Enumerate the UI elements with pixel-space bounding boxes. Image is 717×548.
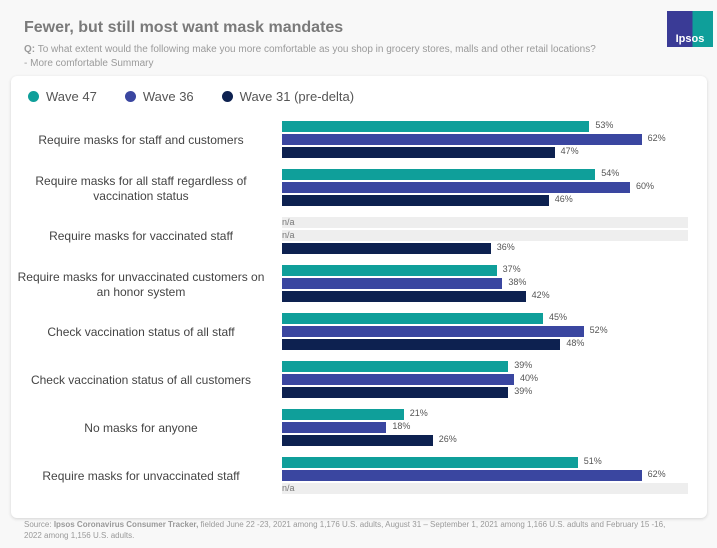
bar bbox=[282, 435, 433, 446]
bar bbox=[282, 147, 555, 158]
bar bbox=[282, 361, 509, 372]
data-label: 54% bbox=[601, 168, 620, 178]
category-label: Require masks for staff and customers bbox=[38, 133, 244, 147]
ipsos-logo: Ipsos bbox=[667, 11, 713, 47]
bar bbox=[282, 278, 503, 289]
bar bbox=[282, 422, 387, 433]
bar bbox=[282, 339, 561, 350]
category-label: Require masks for unvaccinated staff bbox=[42, 469, 240, 483]
page-title: Fewer, but still most want mask mandates bbox=[24, 19, 344, 36]
bar bbox=[282, 387, 509, 398]
legend-label: Wave 47 bbox=[46, 89, 97, 104]
source-note: Source: Ipsos Coronavirus Consumer Track… bbox=[24, 519, 684, 541]
legend-swatch bbox=[124, 91, 136, 102]
category-label: Require masks for unvaccinated customers… bbox=[17, 269, 265, 299]
category-label: Require masks for all staff regardless o… bbox=[35, 173, 247, 203]
data-label: 51% bbox=[583, 456, 602, 466]
bar bbox=[282, 470, 642, 481]
bar bbox=[282, 169, 596, 180]
na-row: n/a bbox=[282, 483, 688, 494]
category-label: Check vaccination status of all customer… bbox=[30, 373, 252, 387]
data-label: 53% bbox=[595, 120, 614, 130]
bar bbox=[282, 134, 642, 145]
bar bbox=[282, 409, 404, 420]
bar bbox=[282, 243, 491, 254]
data-label: 47% bbox=[560, 146, 579, 156]
data-label: 40% bbox=[520, 373, 539, 383]
category-label: No masks for anyone bbox=[84, 421, 198, 435]
data-label: 45% bbox=[549, 312, 568, 322]
source-label: Source: bbox=[24, 520, 52, 529]
subtitle: - More comfortable Summary bbox=[24, 58, 154, 69]
data-label: 18% bbox=[392, 421, 411, 431]
q-label: Q: bbox=[24, 44, 36, 55]
legend-label: Wave 31 (pre-delta) bbox=[239, 89, 355, 104]
bar bbox=[282, 457, 578, 468]
category-label: Check vaccination status of all staff bbox=[47, 325, 235, 339]
bar bbox=[282, 182, 630, 193]
data-label: 52% bbox=[589, 325, 608, 335]
legend-item: Wave 31 (pre-delta) bbox=[221, 89, 355, 104]
question: Q: To what extent would the following ma… bbox=[24, 43, 644, 71]
na-row: n/a bbox=[282, 230, 688, 241]
data-label: 39% bbox=[514, 360, 533, 370]
bar bbox=[282, 326, 584, 337]
data-label: 26% bbox=[438, 434, 457, 444]
bar bbox=[282, 265, 497, 276]
bar bbox=[282, 195, 549, 206]
data-label: 46% bbox=[554, 194, 573, 204]
category-label: Require masks for vaccinated staff bbox=[49, 229, 233, 243]
data-label: 37% bbox=[502, 264, 521, 274]
legend-item: Wave 36 bbox=[124, 89, 194, 104]
bar bbox=[282, 374, 514, 385]
legend-label: Wave 36 bbox=[142, 89, 194, 104]
data-label: 39% bbox=[514, 386, 533, 396]
question-text: To what extent would the following make … bbox=[37, 44, 596, 55]
source-name: Ipsos Coronavirus Consumer Tracker, bbox=[53, 520, 199, 529]
legend-swatch bbox=[221, 91, 233, 102]
source-text: fielded June 22 -23, 2021 among 1,176 U.… bbox=[24, 520, 666, 540]
bar bbox=[282, 291, 526, 302]
legend-swatch bbox=[28, 91, 39, 102]
na-row: n/a bbox=[282, 217, 688, 228]
data-label: 21% bbox=[409, 408, 428, 418]
legend-item: Wave 47 bbox=[28, 89, 97, 104]
data-label: 62% bbox=[647, 469, 666, 479]
legend: Wave 47 Wave 36 Wave 31 (pre-delta) bbox=[28, 89, 354, 104]
data-label: 62% bbox=[647, 133, 666, 143]
bar bbox=[282, 121, 590, 132]
data-label: 60% bbox=[636, 181, 655, 191]
data-label: 38% bbox=[508, 277, 527, 287]
data-label: 42% bbox=[531, 290, 550, 300]
bar bbox=[282, 313, 543, 324]
data-label: 48% bbox=[566, 338, 585, 348]
data-label: 36% bbox=[496, 242, 515, 252]
